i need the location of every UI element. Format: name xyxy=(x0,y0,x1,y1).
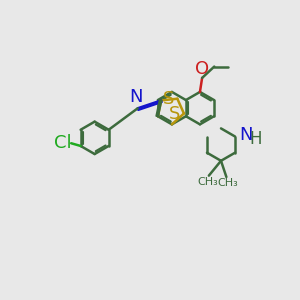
Text: Cl: Cl xyxy=(53,134,71,152)
Text: CH₃: CH₃ xyxy=(218,178,238,188)
Text: O: O xyxy=(195,60,209,78)
Text: S: S xyxy=(169,104,181,122)
Text: N: N xyxy=(130,88,143,106)
Text: N: N xyxy=(239,126,253,144)
Text: CH₃: CH₃ xyxy=(197,177,218,187)
Text: H: H xyxy=(249,130,262,148)
Text: S: S xyxy=(163,90,174,108)
